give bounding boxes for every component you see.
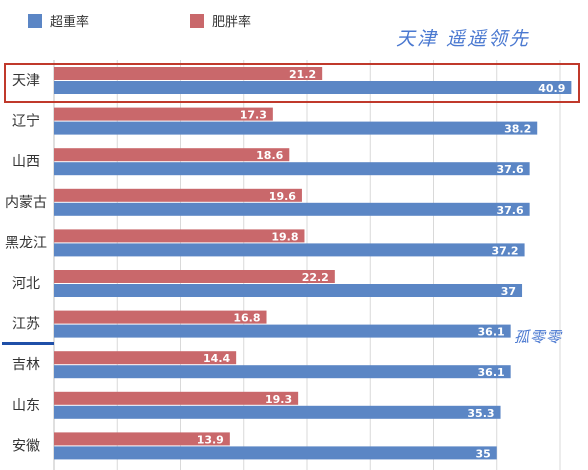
overweight-bar <box>54 324 511 338</box>
data-label: 17.3 <box>240 109 267 122</box>
data-label: 35 <box>475 447 490 460</box>
obesity-bar <box>54 432 230 446</box>
legend-label: 超重率 <box>50 14 89 30</box>
obesity-bar <box>54 270 335 283</box>
category-label: 河北 <box>12 276 40 292</box>
data-label: 36.1 <box>478 366 505 379</box>
legend-label: 肥胖率 <box>212 14 251 30</box>
category-label: 内蒙古 <box>5 195 47 211</box>
obesity-bar <box>54 351 237 365</box>
overweight-bar <box>54 405 501 419</box>
category-label: 辽宁 <box>12 113 40 130</box>
obesity-bar <box>54 148 290 162</box>
highlight-box <box>4 63 580 103</box>
data-label: 16.8 <box>233 312 260 325</box>
data-label: 14.4 <box>203 352 230 365</box>
overweight-bar <box>54 243 525 257</box>
overweight-bar <box>54 162 530 176</box>
category-label: 山西 <box>12 154 40 170</box>
obesity-bar <box>54 229 305 243</box>
legend-swatch <box>190 14 204 28</box>
category-label: 山东 <box>12 398 40 414</box>
headline-annotation: 天津 遥遥领先 <box>396 28 531 50</box>
data-label: 36.1 <box>478 326 505 339</box>
overweight-bar <box>54 121 538 135</box>
category-label: 天津 <box>12 73 40 89</box>
data-label: 35.3 <box>467 407 494 420</box>
data-label: 37.6 <box>496 163 523 176</box>
data-label: 19.6 <box>269 190 296 203</box>
data-label: 22.2 <box>302 271 329 284</box>
overweight-bar <box>54 284 523 297</box>
underline-mark <box>2 342 54 345</box>
category-label: 吉林 <box>12 357 40 373</box>
category-label: 江苏 <box>12 317 40 333</box>
data-label: 38.2 <box>504 123 531 136</box>
overweight-bar <box>54 446 497 460</box>
data-label: 13.9 <box>197 433 224 446</box>
obesity-bar <box>54 391 299 405</box>
data-label: 19.3 <box>265 393 292 406</box>
obesity-bar <box>54 310 267 324</box>
data-label: 37.2 <box>491 244 518 257</box>
obesity-bar <box>54 188 302 202</box>
category-label: 安徽 <box>12 438 40 454</box>
obesity-bar <box>54 67 323 80</box>
data-label: 19.8 <box>271 230 298 243</box>
legend-swatch <box>28 14 42 28</box>
overweight-bar <box>54 365 511 379</box>
data-label: 37.6 <box>496 204 523 217</box>
data-label: 18.6 <box>256 149 283 162</box>
data-label: 37 <box>501 285 516 298</box>
overweight-bar <box>54 81 572 94</box>
side-note-annotation: 孤零零 <box>514 328 563 346</box>
data-label: 40.9 <box>538 82 565 95</box>
overweight-bar <box>54 202 530 216</box>
category-label: 黑龙江 <box>5 235 47 251</box>
obesity-bar <box>54 107 273 121</box>
data-label: 21.2 <box>289 68 316 81</box>
